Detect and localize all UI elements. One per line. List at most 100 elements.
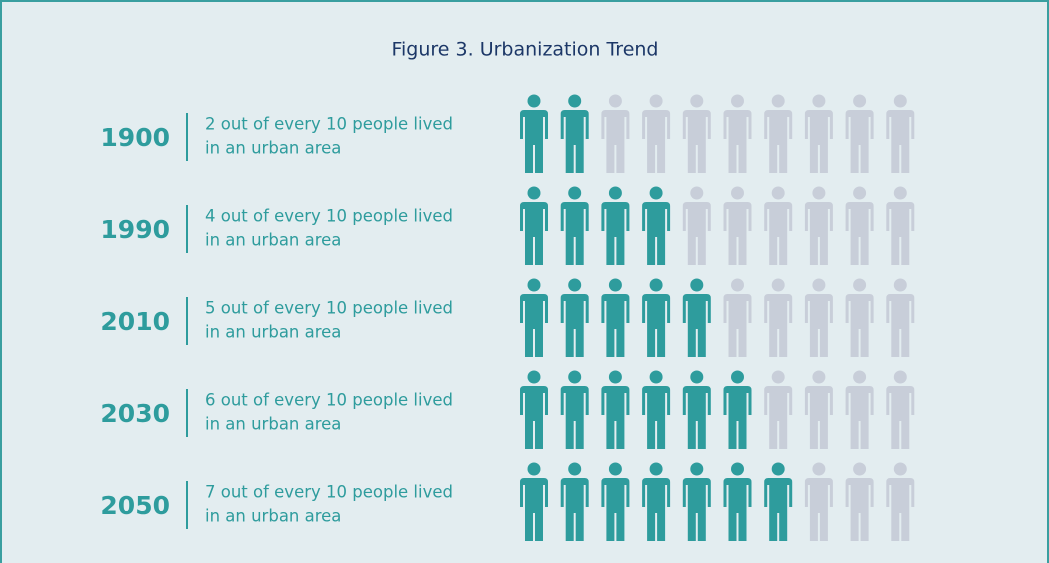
- person-icon: [723, 462, 752, 541]
- description: in an urban area: [205, 507, 341, 526]
- person-head: [690, 186, 704, 200]
- person-body: [886, 110, 915, 173]
- person-body: [642, 294, 671, 357]
- year-label: 2050: [100, 491, 170, 520]
- person-body: [723, 202, 752, 265]
- person-body: [845, 386, 874, 449]
- person-icon: [560, 94, 589, 173]
- chart-title: Figure 3. Urbanization Trend: [391, 39, 658, 61]
- person-body: [804, 386, 833, 449]
- person-body: [682, 110, 711, 173]
- person-head: [812, 94, 826, 108]
- person-head: [649, 278, 663, 292]
- person-head: [893, 278, 907, 292]
- person-icon: [642, 186, 671, 265]
- person-head: [649, 94, 663, 108]
- person-head: [853, 370, 867, 384]
- person-body: [845, 110, 874, 173]
- person-head: [568, 186, 582, 200]
- person-body: [764, 386, 793, 449]
- person-body: [520, 386, 548, 449]
- person-icon: [804, 186, 833, 265]
- person-icon: [682, 278, 711, 357]
- description: in an urban area: [205, 139, 341, 158]
- person-head: [527, 278, 541, 292]
- person-body: [886, 478, 915, 541]
- person-head: [527, 186, 541, 200]
- description: 7 out of every 10 people lived: [205, 483, 453, 502]
- person-body: [560, 202, 589, 265]
- person-head: [853, 186, 867, 200]
- person-head: [731, 186, 744, 200]
- person-icon: [723, 186, 752, 265]
- person-body: [682, 202, 711, 265]
- person-icon: [520, 186, 548, 265]
- person-head: [608, 370, 622, 384]
- person-icon: [601, 186, 630, 265]
- person-head: [893, 186, 907, 200]
- person-head: [731, 370, 744, 384]
- person-head: [690, 278, 704, 292]
- person-head: [771, 94, 785, 108]
- person-icon: [682, 186, 711, 265]
- person-head: [608, 278, 622, 292]
- person-head: [771, 186, 785, 200]
- person-icon: [682, 94, 711, 173]
- person-body: [520, 202, 548, 265]
- person-icon: [764, 186, 793, 265]
- person-body: [764, 110, 793, 173]
- person-icon: [642, 462, 671, 541]
- person-head: [893, 462, 907, 476]
- person-head: [649, 186, 663, 200]
- person-head: [853, 278, 867, 292]
- person-icon: [682, 370, 711, 449]
- person-icon: [804, 278, 833, 357]
- person-icon: [804, 462, 833, 541]
- person-head: [812, 278, 826, 292]
- person-body: [601, 386, 630, 449]
- description: in an urban area: [205, 415, 341, 434]
- person-icon: [845, 370, 874, 449]
- person-icon: [845, 94, 874, 173]
- description: in an urban area: [205, 323, 341, 342]
- person-icon: [642, 94, 671, 173]
- person-icon: [845, 186, 874, 265]
- year-label: 1900: [100, 123, 170, 152]
- person-icon: [520, 462, 548, 541]
- person-head: [690, 370, 704, 384]
- description: 4 out of every 10 people lived: [205, 207, 453, 226]
- person-body: [804, 294, 833, 357]
- person-body: [682, 294, 711, 357]
- person-icon: [682, 462, 711, 541]
- person-body: [723, 110, 752, 173]
- person-icon: [560, 186, 589, 265]
- person-head: [812, 186, 826, 200]
- person-body: [520, 110, 548, 173]
- person-icon: [804, 370, 833, 449]
- person-body: [560, 110, 589, 173]
- person-icon: [520, 94, 548, 173]
- person-body: [520, 478, 548, 541]
- person-icon: [601, 370, 630, 449]
- person-head: [527, 462, 541, 476]
- person-head: [608, 186, 622, 200]
- person-head: [771, 462, 785, 476]
- person-body: [642, 386, 671, 449]
- person-body: [886, 386, 915, 449]
- person-head: [853, 94, 867, 108]
- person-icon: [642, 370, 671, 449]
- person-body: [845, 478, 874, 541]
- description: 2 out of every 10 people lived: [205, 115, 453, 134]
- person-head: [771, 370, 785, 384]
- person-icon: [601, 462, 630, 541]
- person-head: [527, 94, 541, 108]
- person-body: [601, 110, 630, 173]
- person-icon: [723, 370, 752, 449]
- person-body: [520, 294, 548, 357]
- person-body: [723, 478, 752, 541]
- person-head: [568, 94, 582, 108]
- person-icon: [886, 278, 915, 357]
